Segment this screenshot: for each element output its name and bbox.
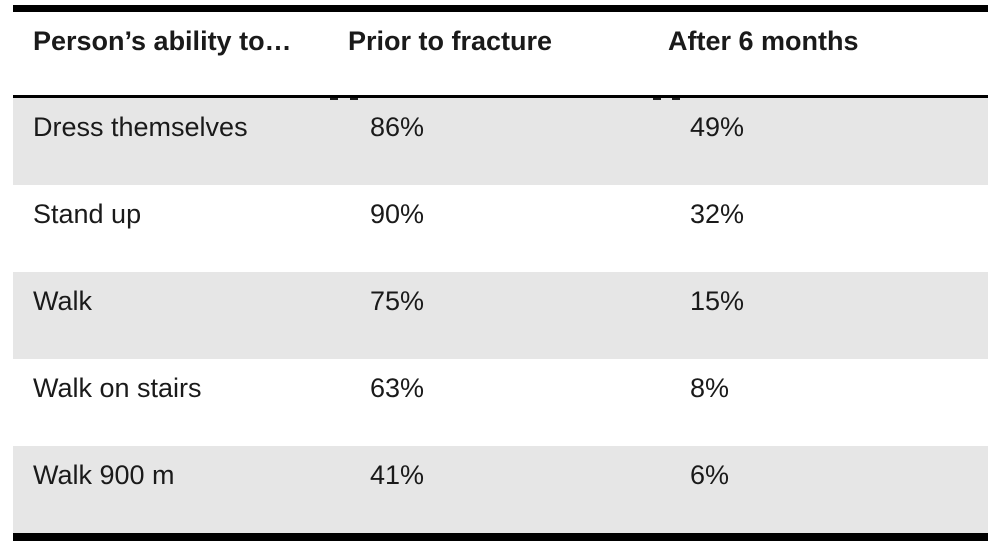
prior-value-cell: 86% (370, 112, 425, 142)
header-after-6-months: After 6 months (668, 26, 859, 56)
table-row: Dress themselves 86% 49% (13, 98, 988, 185)
table-row: Walk 75% 15% (13, 272, 988, 359)
row-label-cell: Walk on stairs (33, 373, 202, 403)
column-tick-artifact (653, 98, 661, 100)
column-tick-artifact (672, 98, 680, 100)
table-top-rule (13, 5, 988, 12)
row-label-cell: Dress themselves (33, 112, 248, 142)
row-label-cell: Walk 900 m (33, 460, 175, 490)
after-value-cell: 6% (690, 460, 730, 490)
row-label-cell: Walk (33, 286, 92, 316)
ability-table: Person’s ability to… Prior to fracture A… (13, 5, 988, 541)
prior-value-cell: 41% (370, 460, 425, 490)
after-value-cell: 49% (690, 112, 745, 142)
header-ability: Person’s ability to… (33, 26, 292, 56)
prior-value-cell: 75% (370, 286, 425, 316)
column-tick-artifact (330, 98, 338, 100)
table-bottom-rule (13, 533, 988, 541)
prior-value-cell: 63% (370, 373, 425, 403)
column-tick-artifact (350, 98, 358, 100)
table-row: Stand up 90% 32% (13, 185, 988, 272)
after-value-cell: 8% (690, 373, 730, 403)
table-row: Walk 900 m 41% 6% (13, 446, 988, 533)
header-separator-rule (13, 95, 988, 100)
header-prior-to-fracture: Prior to fracture (348, 26, 553, 56)
prior-value-cell: 90% (370, 199, 425, 229)
after-value-cell: 15% (690, 286, 745, 316)
table-header-row: Person’s ability to… Prior to fracture A… (13, 12, 988, 95)
after-value-cell: 32% (690, 199, 745, 229)
table-row: Walk on stairs 63% 8% (13, 359, 988, 446)
row-label-cell: Stand up (33, 199, 142, 229)
